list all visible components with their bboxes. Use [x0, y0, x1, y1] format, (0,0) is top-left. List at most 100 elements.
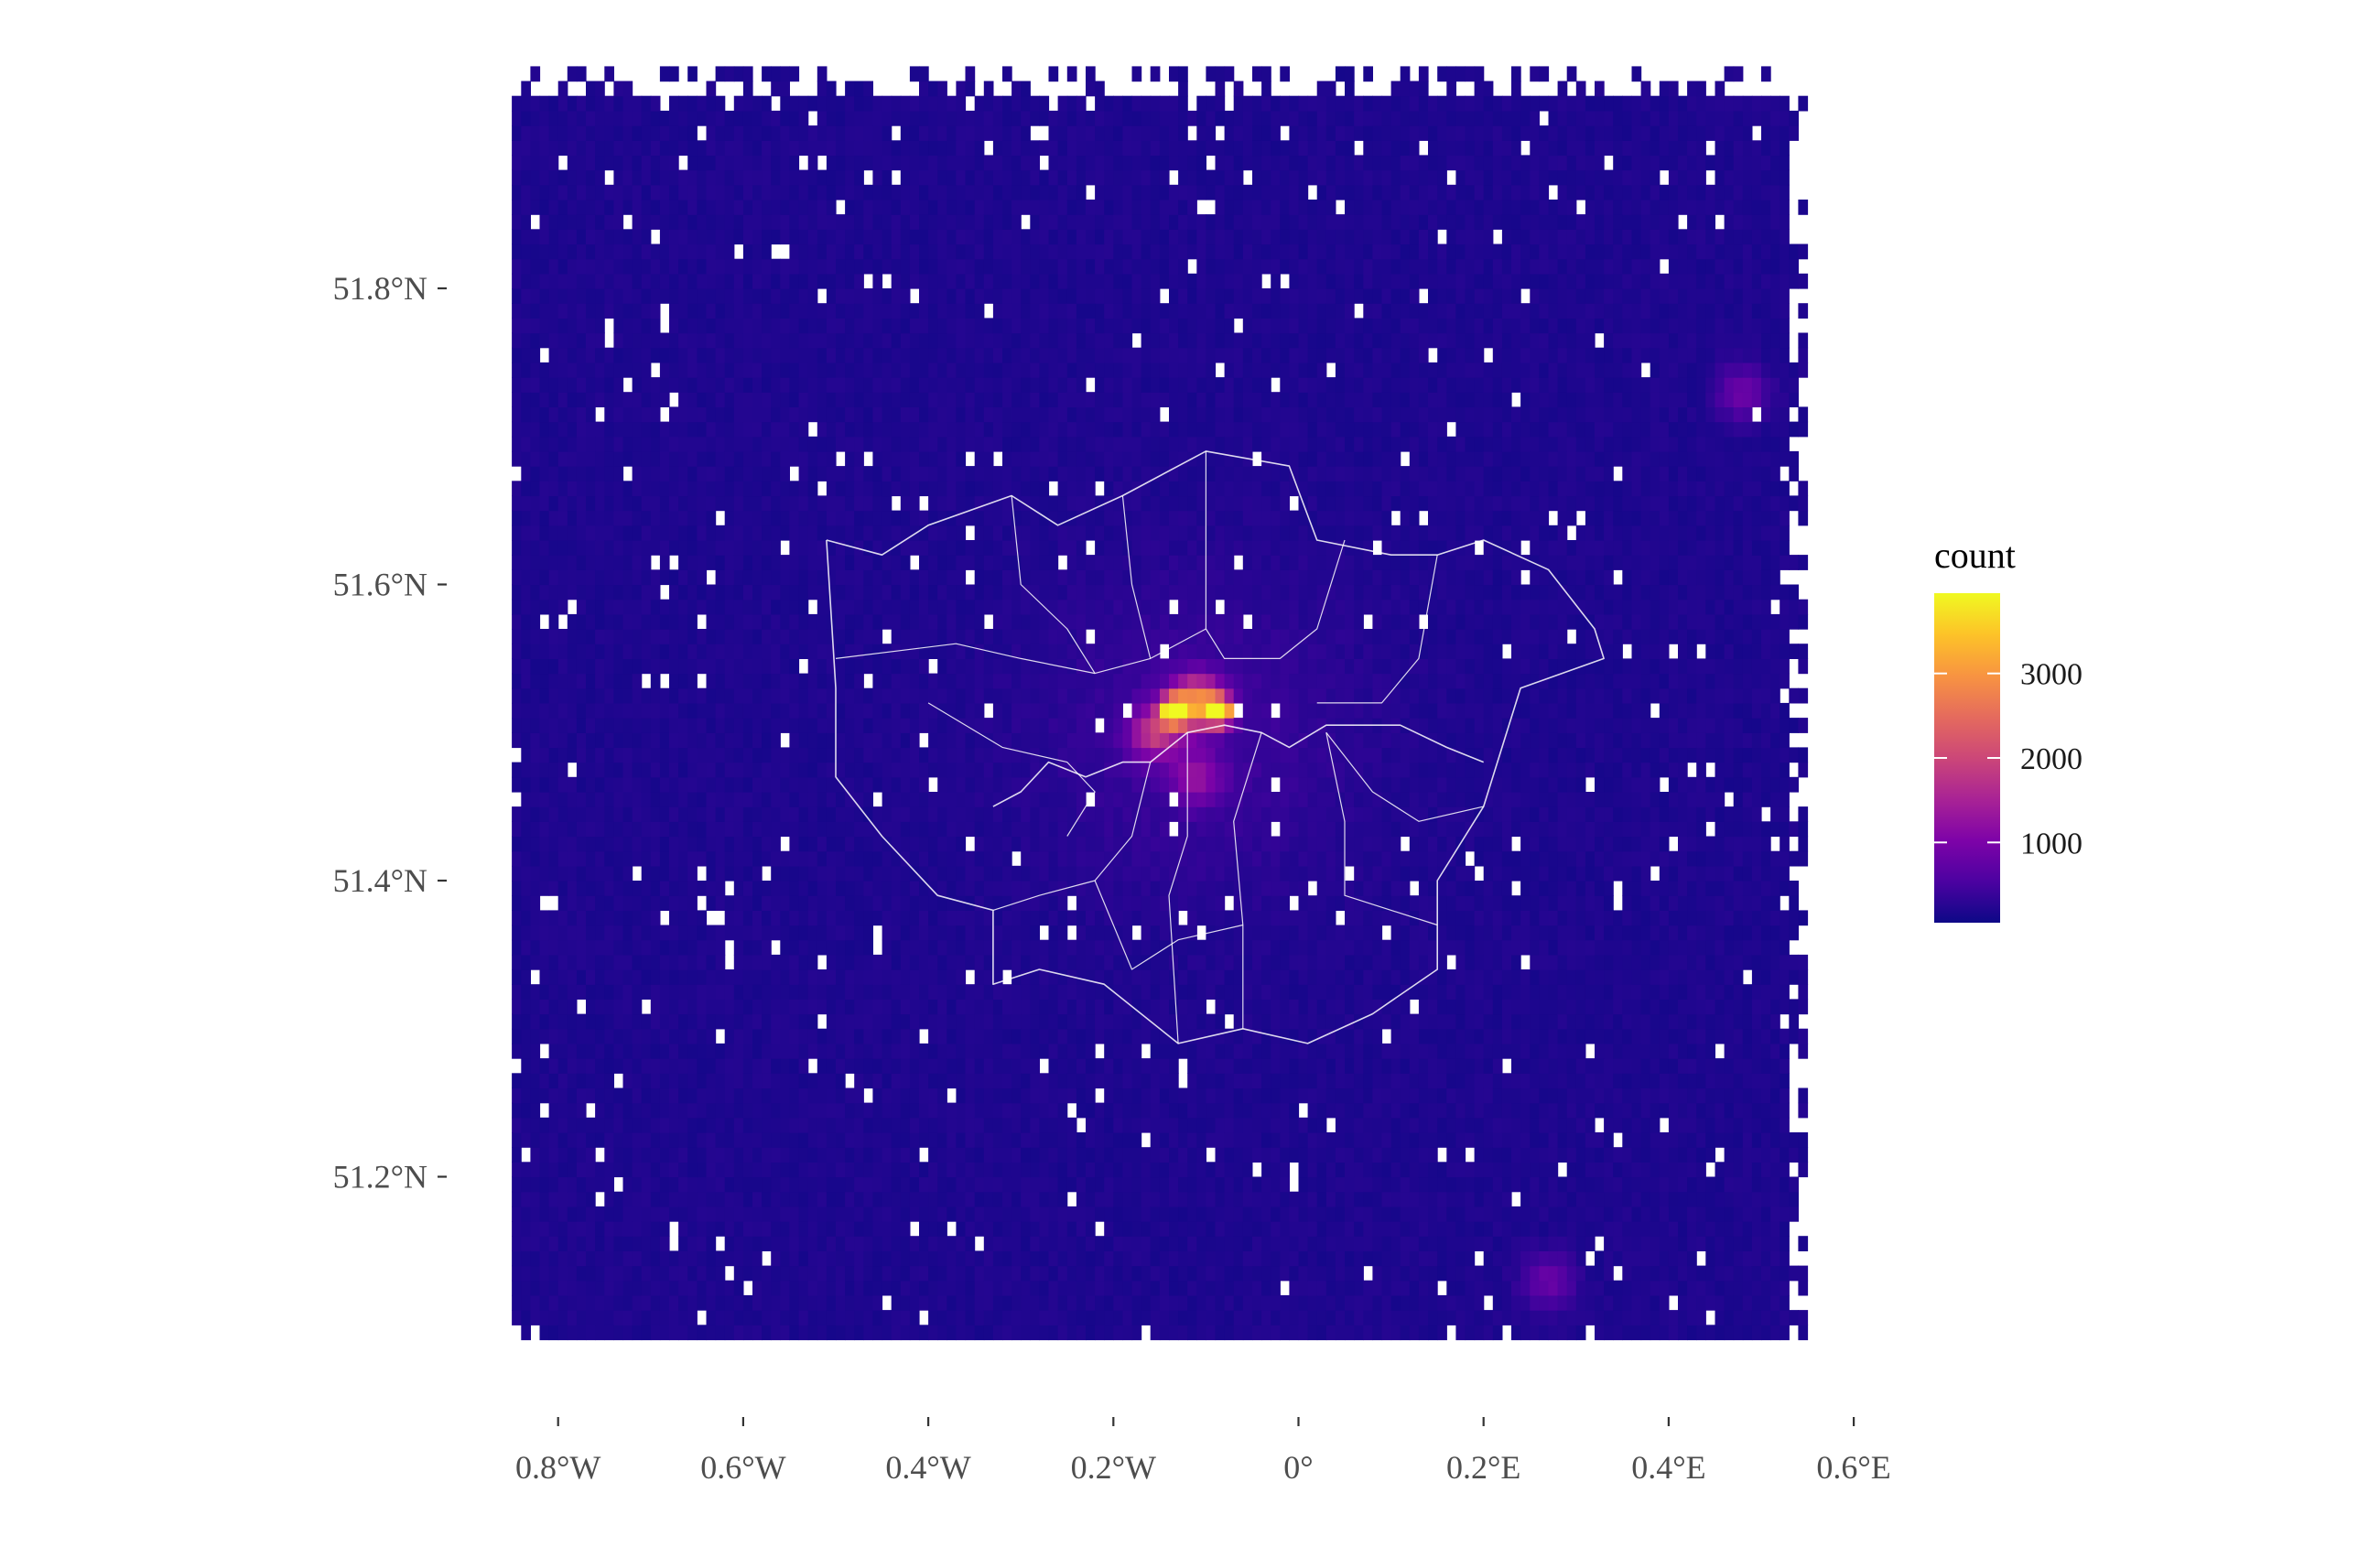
heat-tile: [974, 569, 985, 586]
heat-tile: [512, 613, 522, 630]
heat-tile: [697, 910, 708, 926]
heat-tile: [1021, 1325, 1031, 1341]
heat-tile: [854, 1265, 864, 1282]
heat-tile: [678, 1087, 688, 1104]
heat-tile: [586, 110, 596, 126]
heat-tile: [863, 1250, 873, 1267]
heat-tile: [900, 525, 911, 541]
heat-tile: [632, 1087, 643, 1104]
heat-tile: [632, 806, 643, 822]
heat-tile: [807, 792, 818, 807]
heat-tile: [1021, 243, 1031, 260]
heat-tile: [622, 155, 633, 171]
heat-tile: [798, 599, 809, 615]
heat-tile: [613, 910, 624, 926]
heat-tile: [762, 200, 772, 215]
heat-tile: [983, 762, 994, 778]
heat-tile: [891, 421, 902, 438]
heat-tile: [845, 1176, 855, 1193]
heat-tile: [742, 1265, 753, 1282]
heat-tile: [604, 95, 614, 112]
heat-tile: [789, 1087, 800, 1104]
heat-tile: [521, 1236, 531, 1251]
heat-tile: [882, 718, 892, 733]
heat-tile: [669, 200, 679, 215]
heat-tile: [807, 1147, 818, 1163]
heat-tile: [697, 200, 708, 215]
heat-tile: [891, 318, 902, 334]
heat-tile: [872, 1250, 883, 1267]
heat-tile: [854, 140, 864, 157]
heat-tile: [826, 406, 837, 423]
heat-tile: [956, 392, 967, 407]
heat-tile: [974, 836, 985, 852]
heat-tile: [512, 762, 522, 778]
heat-tile: [669, 1294, 679, 1311]
heat-tile: [762, 1176, 772, 1193]
heat-tile: [1002, 525, 1012, 541]
heat-tile: [706, 658, 717, 675]
heat-tile: [798, 140, 809, 157]
heat-tile: [965, 1206, 976, 1222]
heat-tile: [836, 1265, 846, 1282]
heat-tile: [780, 66, 790, 82]
heat-tile: [659, 1206, 670, 1222]
heat-tile: [557, 110, 568, 126]
heat-tile: [983, 1013, 994, 1030]
heat-tile: [1012, 125, 1022, 141]
heat-tile: [1057, 1221, 1068, 1237]
heat-tile: [632, 1280, 643, 1296]
heat-tile: [928, 466, 938, 481]
heat-tile: [882, 525, 892, 541]
heat-tile: [937, 540, 947, 556]
heat-tile: [697, 925, 708, 941]
heat-tile: [613, 984, 624, 1000]
heat-tile: [983, 1073, 994, 1089]
heat-tile: [900, 421, 911, 438]
heat-tile: [548, 406, 559, 423]
heat-tile: [604, 1310, 614, 1325]
heat-tile: [1012, 806, 1022, 822]
heat-tile: [1002, 510, 1012, 526]
heat-tile: [1048, 510, 1059, 526]
heat-tile: [650, 673, 661, 689]
heat-tile: [1012, 392, 1022, 407]
heat-tile: [742, 850, 753, 867]
heat-tile: [1012, 377, 1022, 393]
heat-tile: [586, 658, 596, 675]
heat-tile: [1002, 214, 1012, 230]
heat-tile: [798, 303, 809, 319]
heat-tile: [1039, 999, 1050, 1015]
heat-tile: [512, 362, 522, 378]
heat-tile: [863, 954, 873, 970]
heat-tile: [567, 525, 578, 541]
heat-tile: [586, 821, 596, 838]
heat-tile: [539, 629, 550, 644]
heat-tile: [678, 747, 688, 763]
heat-tile: [919, 525, 929, 541]
heat-tile: [1048, 969, 1059, 985]
heat-tile: [789, 1236, 800, 1251]
heat-tile: [733, 584, 744, 600]
heat-tile: [548, 155, 559, 171]
heat-tile: [807, 762, 818, 778]
heat-tile: [872, 421, 883, 438]
heat-tile: [733, 140, 744, 157]
heat-tile: [604, 969, 614, 985]
heat-tile: [697, 214, 708, 230]
heat-tile: [724, 184, 735, 200]
heat-tile: [733, 732, 744, 749]
heat-tile: [659, 599, 670, 615]
heat-tile: [854, 555, 864, 570]
heat-tile: [557, 258, 568, 275]
heat-tile: [965, 288, 976, 304]
heat-tile: [863, 1176, 873, 1193]
heat-tile: [937, 303, 947, 319]
heat-tile: [687, 95, 698, 112]
heat-tile: [900, 332, 911, 349]
heat-tile: [706, 229, 717, 245]
heat-tile: [512, 718, 522, 733]
heat-tile: [845, 318, 855, 334]
heat-tile: [845, 569, 855, 586]
heat-tile: [771, 1102, 781, 1119]
